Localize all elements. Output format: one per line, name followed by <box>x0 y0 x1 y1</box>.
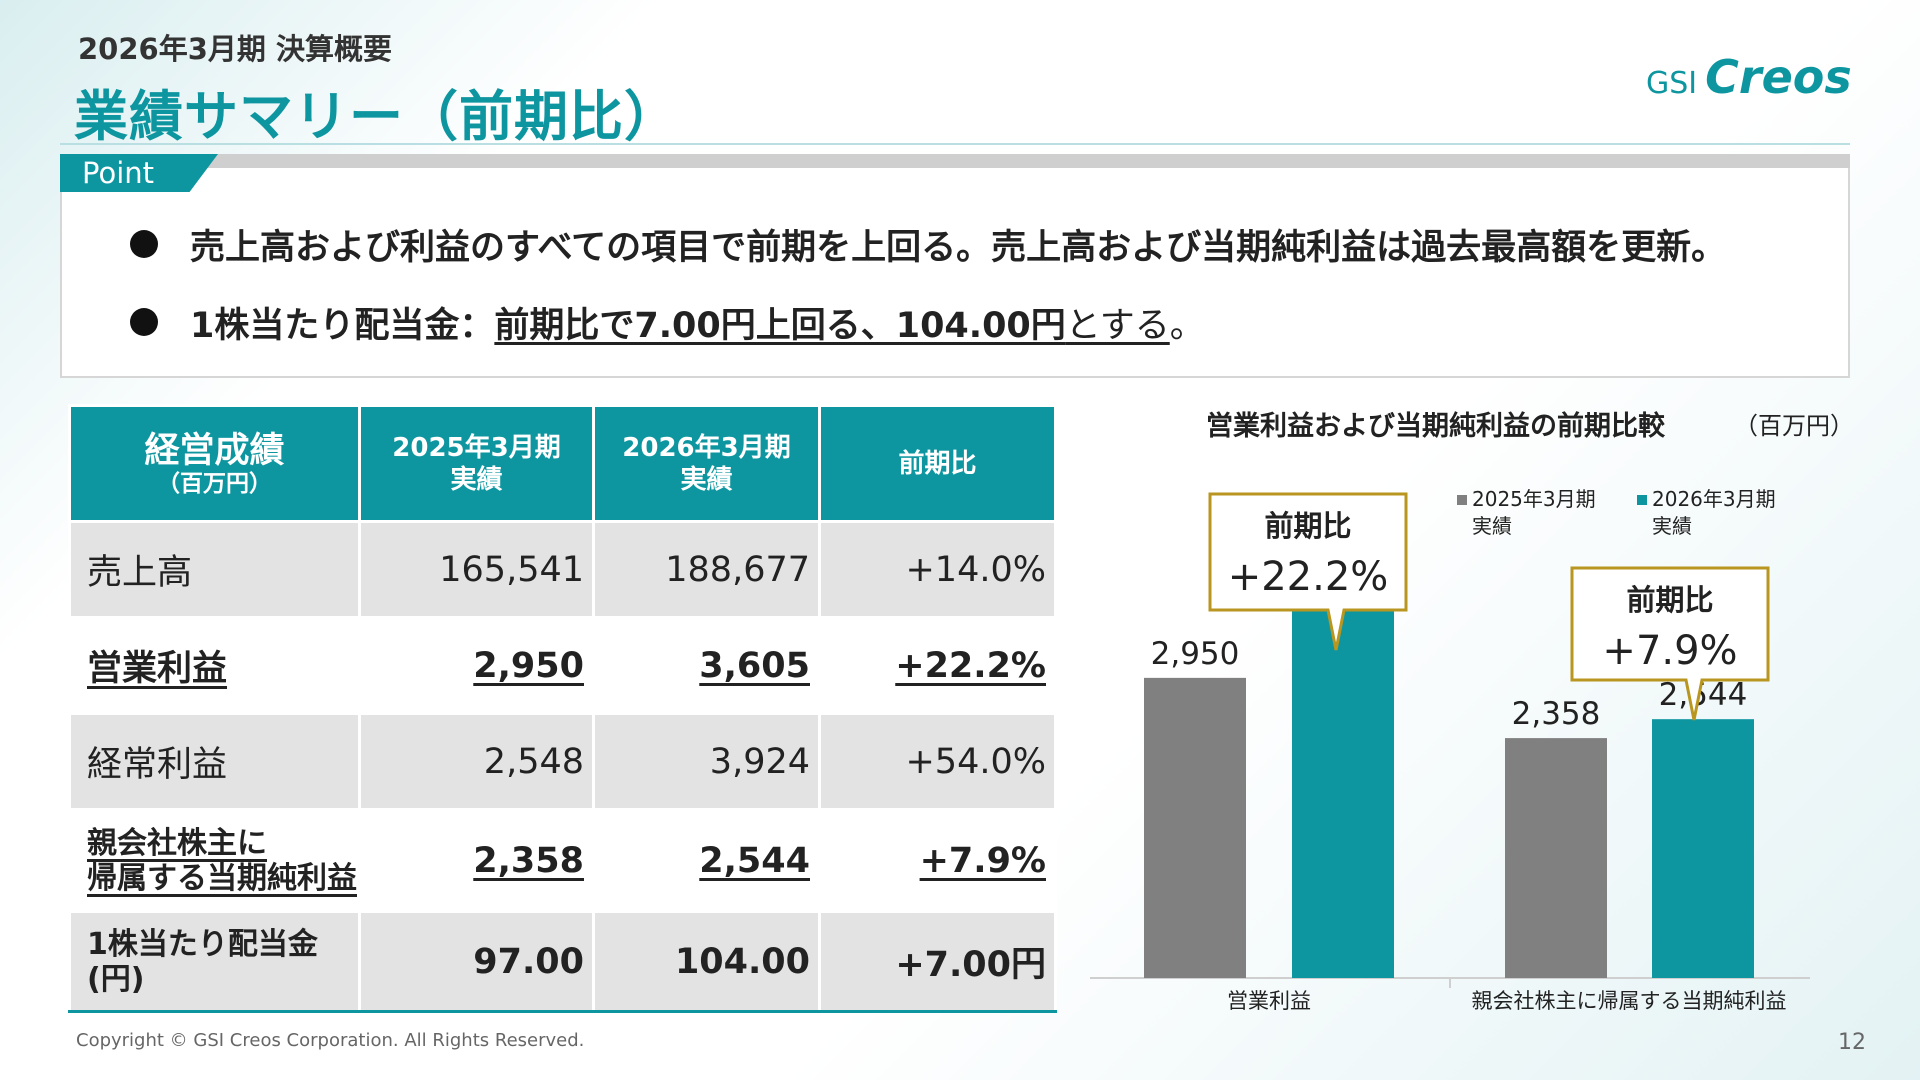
results-table: 経営成績 （百万円） 2025年3月期 実績 2026年3月期 実績 前期比 売上高 … <box>68 404 1057 1013</box>
point-bullet-2: 1株当たり配当金： 前期比で7.00円上回る、104.00円 とする。 <box>130 300 1726 346</box>
header-fy2026: 2026年3月期 実績 <box>592 404 821 523</box>
chart-title: 営業利益および当期純利益の前期比較 <box>1206 411 1665 442</box>
point-bullets: 売上高および利益のすべての項目で前期を上回る。売上高および当期純利益は過去最高額… <box>130 222 1726 378</box>
table-row-net-sales: 売上高 165,541 188,677 +14.0% <box>68 520 1057 619</box>
cell-fy2026: 188,677 <box>592 520 821 619</box>
cell-fy2026: 3,605 <box>592 616 821 715</box>
table-row-operating-profit: 営業利益 2,950 3,605 +22.2% <box>68 616 1057 715</box>
row-label: 営業利益 <box>68 616 361 715</box>
point-bullet-2-end: 。 <box>1169 305 1205 346</box>
legend-label: 2025年3月期 <box>1472 487 1596 511</box>
bar-fy2026-1 <box>1652 719 1754 978</box>
yoy-callout-title: 前期比 <box>1264 509 1351 543</box>
legend-swatch <box>1457 495 1467 505</box>
bar-value-label: 2,358 <box>1512 696 1601 732</box>
cell-fy2026: 2,544 <box>592 808 821 913</box>
x-tick-label: 営業利益 <box>1227 989 1311 1013</box>
bar-fy2025-0 <box>1144 677 1246 978</box>
point-panel <box>60 154 1850 378</box>
bar-value-label: 2,544 <box>1659 677 1748 713</box>
legend-label-sub: 実績 <box>1472 514 1512 538</box>
profit-comparison-chart: 2,9502,3583,6052,544営業利益親会社株主に帰属する当期純利益2… <box>1090 487 1810 1013</box>
cell-yoy: +14.0% <box>818 520 1057 619</box>
logo-gsi-text: GSI <box>1646 66 1698 101</box>
table-row-net-income: 親会社株主に 帰属する当期純利益 2,358 2,544 +7.9% <box>68 808 1057 913</box>
yoy-callout <box>1570 566 1770 721</box>
point-bullet-1: 売上高および利益のすべての項目で前期を上回る。売上高および当期純利益は過去最高額… <box>130 222 1726 268</box>
cell-fy2025: 2,548 <box>358 712 595 811</box>
table-row-dividend: 1株当たり配当金 (円) 97.00 104.00 +7.00円 <box>68 910 1057 1013</box>
point-tab-label: Point <box>60 154 218 192</box>
cell-fy2025: 165,541 <box>358 520 595 619</box>
header-fy2025: 2025年3月期 実績 <box>358 404 595 523</box>
copyright: Copyright © GSI Creos Corporation. All R… <box>76 1030 585 1051</box>
logo-creos-text: Creos <box>1705 50 1852 104</box>
point-bullet-1-text: 売上高および利益のすべての項目で前期を上回る。売上高および当期純利益は過去最高額… <box>190 227 1727 268</box>
page-title: 業績サマリー（前期比） <box>74 85 679 148</box>
legend-label-sub: 実績 <box>1652 514 1692 538</box>
yoy-callout-value: +7.9% <box>1602 628 1737 674</box>
report-period-kicker: 2026年3月期 決算概要 <box>78 32 392 66</box>
header-results: 経営成績 （百万円） <box>68 404 361 523</box>
title-divider <box>60 143 1850 145</box>
yoy-callout <box>1208 492 1408 651</box>
x-tick-label: 親会社株主に帰属する当期純利益 <box>1472 989 1787 1013</box>
legend-swatch <box>1637 495 1647 505</box>
point-panel-topbar <box>60 154 1850 168</box>
bullet-dot-icon <box>130 230 158 258</box>
cell-yoy: +7.00円 <box>818 910 1057 1013</box>
bar-value-label: 2,950 <box>1151 636 1240 672</box>
row-label: 1株当たり配当金 (円) <box>68 910 361 1013</box>
cell-fy2026: 104.00 <box>592 910 821 1013</box>
chart-unit: （百万円） <box>1734 412 1854 440</box>
yoy-callout-title: 前期比 <box>1626 583 1713 617</box>
point-bullet-2-prefix: 1株当たり配当金： <box>190 305 495 346</box>
table-row-ordinary-profit: 経常利益 2,548 3,924 +54.0% <box>68 712 1057 811</box>
row-label: 売上高 <box>68 520 361 619</box>
cell-fy2025: 2,358 <box>358 808 595 913</box>
row-label: 経常利益 <box>68 712 361 811</box>
cell-yoy: +7.9% <box>818 808 1057 913</box>
bar-fy2025-1 <box>1505 738 1607 978</box>
header-yoy: 前期比 <box>818 404 1057 523</box>
legend-label: 2026年3月期 <box>1652 487 1776 511</box>
results-table-header: 経営成績 （百万円） 2025年3月期 実績 2026年3月期 実績 前期比 <box>68 404 1057 523</box>
page-number: 12 <box>1838 1030 1866 1055</box>
bullet-dot-icon <box>130 308 158 336</box>
cell-yoy: +54.0% <box>818 712 1057 811</box>
cell-fy2026: 3,924 <box>592 712 821 811</box>
yoy-callout-value: +22.2% <box>1228 554 1389 600</box>
cell-fy2025: 97.00 <box>358 910 595 1013</box>
cell-yoy: +22.2% <box>818 616 1057 715</box>
company-logo: GSI Creos <box>1646 50 1852 104</box>
cell-fy2025: 2,950 <box>358 616 595 715</box>
point-bullet-2-suffix: とする <box>1065 305 1170 346</box>
bar-fy2026-0 <box>1292 611 1394 978</box>
row-label: 親会社株主に 帰属する当期純利益 <box>68 808 361 913</box>
point-bullet-2-highlight: 前期比で7.00円上回る、104.00円 <box>494 305 1066 346</box>
